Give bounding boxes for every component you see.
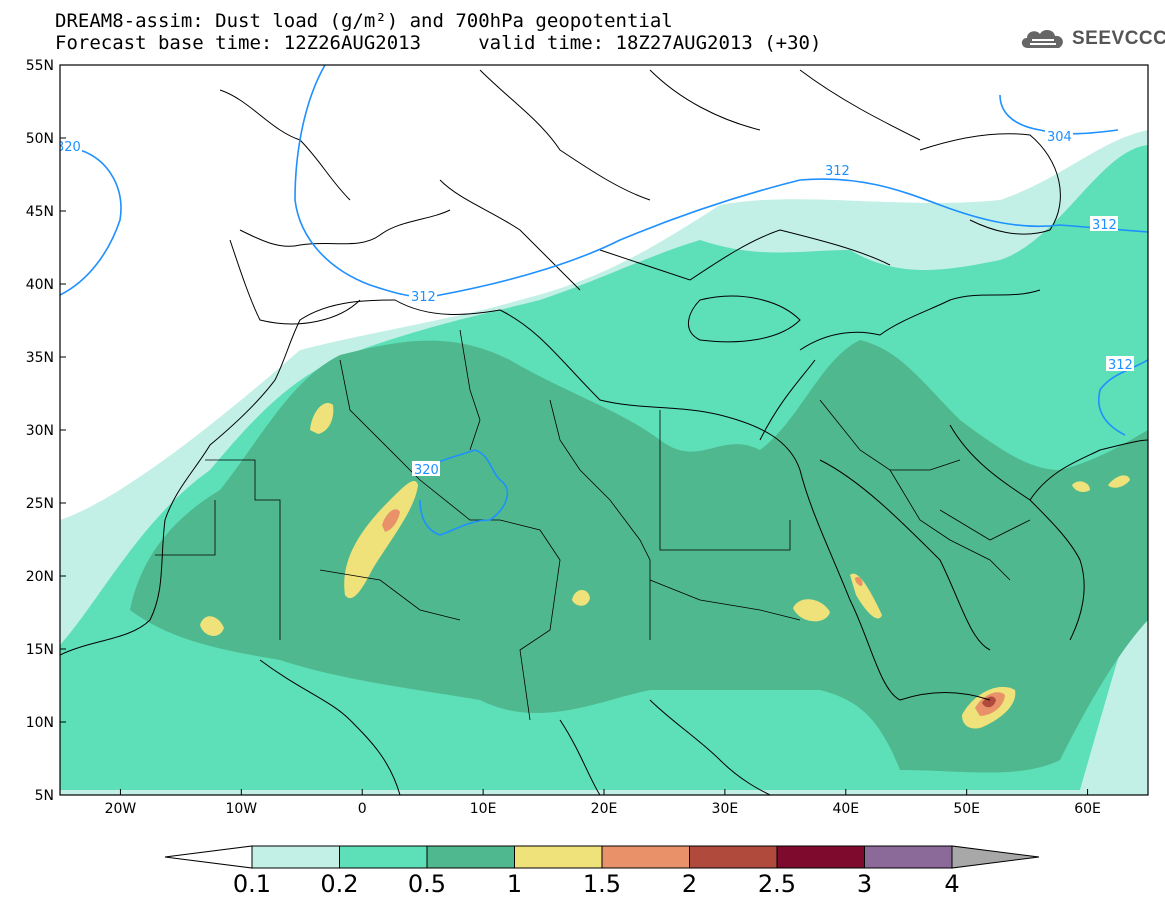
dust-field: 320 312 312 304 312 320 312 xyxy=(56,65,1148,795)
country-borders xyxy=(155,329,1031,721)
title-line-2: Forecast base time: 12Z26AUG2013 valid t… xyxy=(55,32,822,54)
colorbar-segment xyxy=(514,845,603,869)
colorbar-label: 4 xyxy=(944,870,959,898)
geopotential-contours xyxy=(60,65,1148,536)
dust-level-2-5 xyxy=(982,696,996,708)
colorbar-segment xyxy=(776,845,865,869)
contour-label-320-sahara: 320 xyxy=(414,463,439,478)
colorbar: 0.1 0.2 0.5 1 1.5 2 2.5 3 4 xyxy=(164,845,1040,898)
lat-label: 45N xyxy=(26,204,54,220)
lat-label: 10N xyxy=(26,715,54,731)
contour-label-304: 304 xyxy=(1047,130,1072,145)
lon-label: 30E xyxy=(712,801,739,817)
lat-label: 55N xyxy=(26,58,54,74)
lat-label: 25N xyxy=(26,496,54,512)
colorbar-label: 1.5 xyxy=(583,870,621,898)
colorbar-segment xyxy=(689,845,778,869)
colorbar-segment xyxy=(426,845,515,869)
colorbar-low-arrow xyxy=(164,845,253,869)
lat-label: 35N xyxy=(26,350,54,366)
lat-label: 20N xyxy=(26,569,54,585)
colorbar-segment xyxy=(339,845,428,869)
latitude-axis: 55N 50N 45N 40N 35N 30N 25N 20N 15N 10N 5N xyxy=(26,58,66,804)
lon-label: 50E xyxy=(953,801,980,817)
seevccc-logo: SEEVCCC xyxy=(1018,26,1165,52)
dust-level-0-5 xyxy=(130,340,1148,773)
lon-label: 10E xyxy=(470,801,497,817)
lon-label: 60E xyxy=(1074,801,1101,817)
map-title: DREAM8-assim: Dust load (g/m²) and 700hP… xyxy=(55,10,821,54)
longitude-axis: 20W 10W 0 10E 20E 30E 40E 50E 60E xyxy=(105,789,1101,817)
colorbar-label: 0.2 xyxy=(320,870,358,898)
colorbar-segment xyxy=(864,845,953,869)
title-line-1: DREAM8-assim: Dust load (g/m²) and 700hP… xyxy=(55,10,673,32)
lon-label: 20E xyxy=(591,801,618,817)
contour-labels: 320 312 312 304 312 320 312 xyxy=(56,128,1134,478)
colorbar-segment xyxy=(251,845,340,869)
contour-label-312-italy: 312 xyxy=(411,290,436,305)
colorbar-label: 1 xyxy=(507,870,522,898)
lon-label: 20W xyxy=(105,801,137,817)
lat-label: 40N xyxy=(26,277,54,293)
colorbar-label: 0.1 xyxy=(233,870,271,898)
lon-label: 40E xyxy=(832,801,859,817)
contour-label-312-iran: 312 xyxy=(1108,358,1133,373)
logo-text: SEEVCCC xyxy=(1072,28,1165,49)
lon-label: 10W xyxy=(225,801,257,817)
coastlines xyxy=(60,69,1148,795)
lat-label: 50N xyxy=(26,131,54,147)
colorbar-label: 0.5 xyxy=(408,870,446,898)
lat-label: 30N xyxy=(26,423,54,439)
colorbar-segment xyxy=(601,845,690,869)
lat-label: 5N xyxy=(35,788,54,804)
colorbar-high-arrow xyxy=(951,845,1040,869)
lon-label: 0 xyxy=(358,801,367,817)
contour-label-312-caspian: 312 xyxy=(1092,218,1117,233)
contour-label-312-blacksea: 312 xyxy=(825,164,850,179)
cloud-icon xyxy=(1021,30,1063,48)
contour-label-320-west: 320 xyxy=(56,140,81,155)
colorbar-label: 3 xyxy=(857,870,872,898)
colorbar-label: 2.5 xyxy=(758,870,796,898)
colorbar-label: 2 xyxy=(682,870,697,898)
lat-label: 15N xyxy=(26,642,54,658)
